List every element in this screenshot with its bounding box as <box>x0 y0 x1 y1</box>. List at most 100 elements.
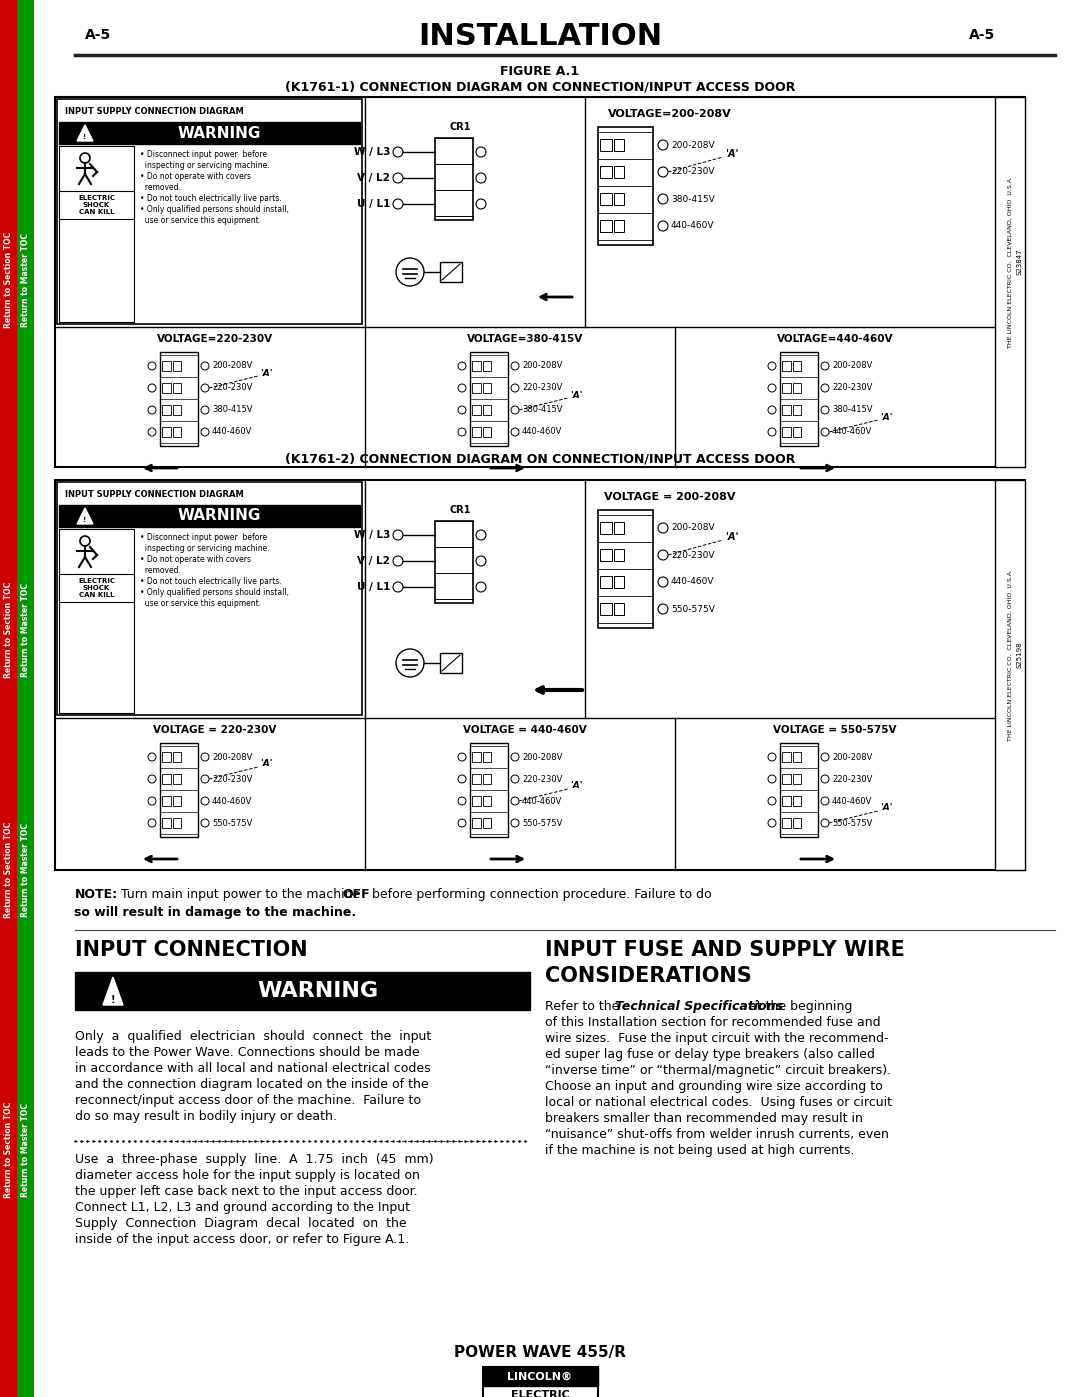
Text: Supply  Connection  Diagram  decal  located  on  the: Supply Connection Diagram decal located … <box>75 1217 407 1229</box>
Bar <box>615 604 624 615</box>
Circle shape <box>393 556 403 566</box>
Circle shape <box>458 362 465 370</box>
Text: ELECTRIC: ELECTRIC <box>511 1390 569 1397</box>
Circle shape <box>148 798 156 805</box>
Bar <box>995 481 1025 870</box>
Bar <box>793 360 801 372</box>
Bar <box>160 352 198 446</box>
Circle shape <box>658 168 669 177</box>
Text: THE LINCOLN ELECTRIC CO.  CLEVELAND, OHIO  U.S.A.: THE LINCOLN ELECTRIC CO. CLEVELAND, OHIO… <box>1008 176 1013 348</box>
Text: 'A': 'A' <box>570 391 582 400</box>
Text: 200-208V: 200-208V <box>832 753 873 761</box>
Text: diameter access hole for the input supply is located on: diameter access hole for the input suppl… <box>75 1169 420 1182</box>
Circle shape <box>201 753 210 761</box>
Text: VOLTAGE = 220-230V: VOLTAGE = 220-230V <box>153 725 276 735</box>
Bar <box>59 504 360 527</box>
Text: and the connection diagram located on the inside of the: and the connection diagram located on th… <box>75 1078 429 1091</box>
Circle shape <box>658 550 669 560</box>
Circle shape <box>821 775 829 782</box>
Text: INPUT FUSE AND SUPPLY WIRE: INPUT FUSE AND SUPPLY WIRE <box>545 940 905 960</box>
Text: 200-208V: 200-208V <box>522 362 563 370</box>
Text: W / L3: W / L3 <box>353 147 390 156</box>
Text: LINCOLN®: LINCOLN® <box>508 1372 572 1382</box>
Polygon shape <box>103 977 123 1004</box>
Text: leads to the Power Wave. Connections should be made: leads to the Power Wave. Connections sho… <box>75 1046 420 1059</box>
Circle shape <box>658 522 669 534</box>
Bar <box>472 360 481 372</box>
Text: “nuisance” shut-offs from welder inrush currents, even: “nuisance” shut-offs from welder inrush … <box>545 1127 889 1141</box>
Text: use or service this equipment.: use or service this equipment. <box>140 599 261 608</box>
Text: VOLTAGE=380-415V: VOLTAGE=380-415V <box>467 334 583 344</box>
Text: S25198: S25198 <box>1016 641 1022 668</box>
Text: removed.: removed. <box>140 566 180 576</box>
Text: inside of the input access door, or refer to Figure A.1.: inside of the input access door, or refe… <box>75 1234 409 1246</box>
Bar <box>162 360 171 372</box>
Circle shape <box>768 819 777 827</box>
Bar <box>780 352 818 446</box>
Text: S23847: S23847 <box>1016 249 1022 275</box>
Bar <box>162 796 171 806</box>
Bar <box>173 405 181 415</box>
Text: “inverse time” or “thermal/magnetic” circuit breakers).: “inverse time” or “thermal/magnetic” cir… <box>545 1065 891 1077</box>
Circle shape <box>458 407 465 414</box>
Circle shape <box>476 556 486 566</box>
Text: !: ! <box>83 517 86 522</box>
Bar <box>782 427 791 437</box>
Bar <box>793 405 801 415</box>
Circle shape <box>201 819 210 827</box>
Circle shape <box>458 753 465 761</box>
Circle shape <box>821 384 829 393</box>
Text: • Do not touch electrically live parts.: • Do not touch electrically live parts. <box>140 194 282 203</box>
Bar <box>780 743 818 837</box>
Bar <box>440 263 462 282</box>
Circle shape <box>393 173 403 183</box>
Bar <box>173 819 181 828</box>
Text: U / L1: U / L1 <box>356 198 390 210</box>
Bar <box>173 752 181 761</box>
Circle shape <box>201 407 210 414</box>
Bar <box>59 529 134 712</box>
Text: 220-230V: 220-230V <box>671 168 715 176</box>
Text: the upper left case back next to the input access door.: the upper left case back next to the inp… <box>75 1185 418 1199</box>
Text: Refer to the: Refer to the <box>545 1000 623 1013</box>
Bar <box>55 96 1025 467</box>
Circle shape <box>148 362 156 370</box>
Bar <box>470 352 508 446</box>
Bar <box>483 1368 597 1386</box>
Bar <box>162 774 171 784</box>
Text: 380-415V: 380-415V <box>212 405 253 415</box>
Circle shape <box>511 798 519 805</box>
Bar <box>57 482 362 715</box>
Circle shape <box>658 194 669 204</box>
Circle shape <box>511 753 519 761</box>
Text: • Only qualified persons should install,: • Only qualified persons should install, <box>140 588 289 597</box>
Circle shape <box>201 362 210 370</box>
Text: 550-575V: 550-575V <box>522 819 563 827</box>
Circle shape <box>201 798 210 805</box>
Text: CONSIDERATIONS: CONSIDERATIONS <box>545 965 752 986</box>
Text: (K1761-1) CONNECTION DIAGRAM ON CONNECTION/INPUT ACCESS DOOR: (K1761-1) CONNECTION DIAGRAM ON CONNECTI… <box>285 80 795 94</box>
Text: U / L1: U / L1 <box>356 583 390 592</box>
Text: • Disconnect input power  before: • Disconnect input power before <box>140 534 267 542</box>
Text: 200-208V: 200-208V <box>671 524 715 532</box>
Circle shape <box>148 775 156 782</box>
Bar <box>483 405 491 415</box>
Bar <box>160 743 198 837</box>
Text: (K1761-2) CONNECTION DIAGRAM ON CONNECTION/INPUT ACCESS DOOR: (K1761-2) CONNECTION DIAGRAM ON CONNECTI… <box>285 453 795 465</box>
Text: • Do not touch electrically live parts.: • Do not touch electrically live parts. <box>140 577 282 585</box>
Text: 220-230V: 220-230V <box>832 384 873 393</box>
Text: Return to Master TOC: Return to Master TOC <box>21 233 30 327</box>
Bar <box>782 360 791 372</box>
Bar <box>598 510 653 629</box>
Text: 440-460V: 440-460V <box>832 796 873 806</box>
Bar <box>600 576 612 588</box>
Circle shape <box>768 775 777 782</box>
Text: 200-208V: 200-208V <box>212 753 253 761</box>
Circle shape <box>768 798 777 805</box>
Bar <box>782 752 791 761</box>
Bar <box>995 96 1025 467</box>
Text: Return to Section TOC: Return to Section TOC <box>4 583 13 678</box>
Bar <box>782 796 791 806</box>
Text: 440-460V: 440-460V <box>671 577 715 587</box>
Circle shape <box>511 427 519 436</box>
